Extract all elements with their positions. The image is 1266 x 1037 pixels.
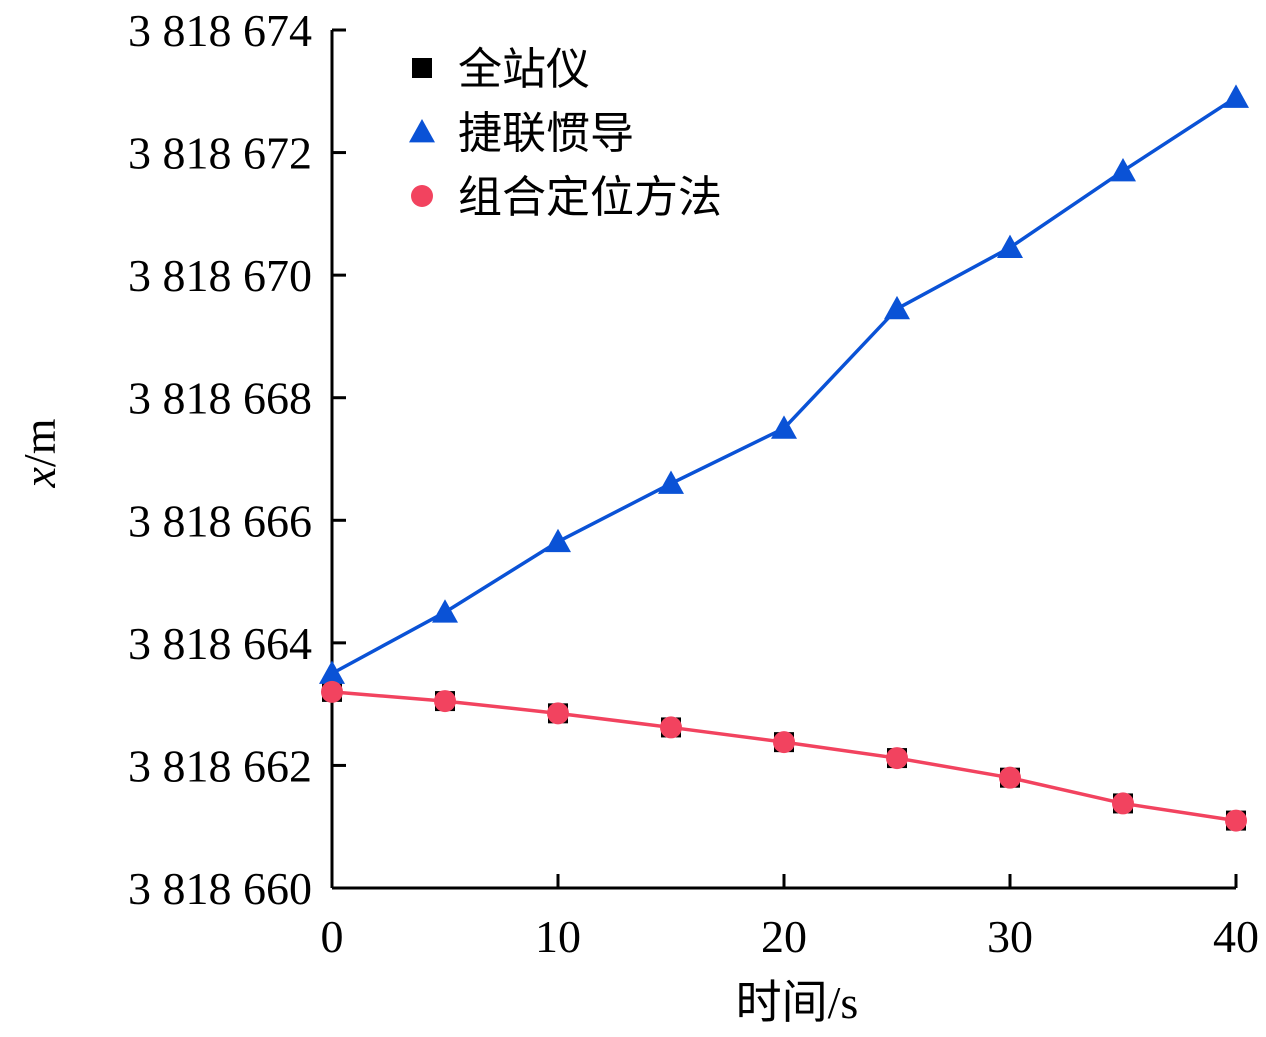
data-point [1225,809,1247,832]
legend-marker [411,185,433,207]
y-axis-title-unit: /m [14,418,65,467]
data-point [997,234,1023,258]
data-point [660,716,682,739]
data-point [1223,84,1249,108]
data-point [999,766,1021,789]
data-point [319,660,345,684]
data-point [547,702,569,725]
data-point [321,680,343,703]
data-point [1110,157,1136,182]
data-point [432,599,458,623]
data-point [545,528,571,553]
series-circle [321,680,1247,832]
data-point [434,690,456,713]
x-tick-label: 10 [535,911,581,962]
y-tick-label: 3 818 664 [128,618,312,669]
x-axis-title: 时间/s [736,977,859,1028]
y-axis-title: x/m [14,418,65,488]
data-point [1112,792,1134,815]
data-point [884,295,910,320]
x-tick-label: 20 [761,911,807,962]
legend-label: 全站仪 [458,44,590,95]
y-axis-title-var: x [14,466,65,488]
y-tick-label: 3 818 672 [128,128,312,179]
data-point [771,415,797,439]
y-tick-label: 3 818 674 [128,5,312,56]
x-tick-label: 0 [321,911,344,962]
legend-marker [409,119,435,143]
data-point [886,747,908,770]
data-point [773,731,795,754]
legend-label: 捷联惯导 [458,108,634,159]
series-triangle [319,84,1249,684]
x-tick-label: 40 [1213,911,1259,962]
legend-label: 组合定位方法 [458,172,722,223]
y-tick-label: 3 818 668 [128,373,312,424]
y-tick-label: 3 818 660 [128,863,312,914]
y-tick-label: 3 818 666 [128,495,312,546]
x-tick-label: 30 [987,911,1033,962]
series-line [331,690,1237,823]
y-tick-label: 3 818 662 [128,740,312,791]
series-layer [319,84,1249,832]
y-tick-label: 3 818 670 [128,250,312,301]
legend-marker [412,58,432,78]
data-point [658,470,684,494]
axes: 0 10 20 30 40 3 818 660 3 818 662 3 818 664 3 81… [128,5,1259,962]
